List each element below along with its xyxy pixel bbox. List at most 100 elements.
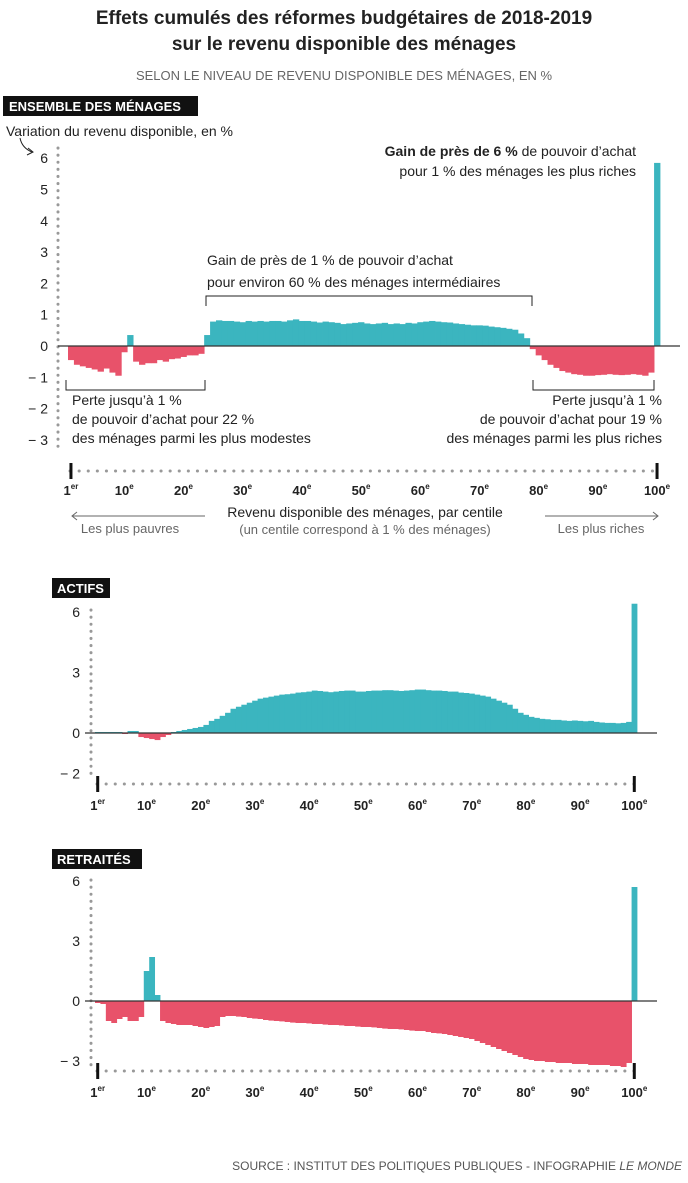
bar	[618, 346, 625, 376]
bar	[192, 727, 199, 733]
bar	[600, 346, 608, 375]
bar	[615, 1001, 622, 1066]
bar	[338, 690, 345, 733]
bar	[620, 722, 627, 733]
bar	[162, 346, 170, 362]
x-tick-number: 30	[245, 798, 259, 813]
bar	[565, 346, 572, 373]
bar	[474, 694, 481, 733]
bar	[149, 733, 156, 740]
x-tick-suffix: e	[477, 1084, 482, 1093]
bar	[252, 1001, 258, 1019]
bar	[355, 691, 361, 733]
bar	[360, 1001, 367, 1027]
bar	[382, 690, 389, 733]
x-tick-label: 1er	[90, 1084, 105, 1100]
bar	[346, 323, 353, 346]
bar	[284, 1001, 291, 1022]
source-italic: LE MONDE	[619, 1159, 683, 1173]
bar	[425, 690, 432, 733]
x-tick-suffix: er	[98, 797, 106, 806]
x-tick-label: 1er	[64, 482, 79, 498]
bar	[214, 718, 221, 733]
chart-subtitle: SELON LE NIVEAU DE REVENU DISPONIBLE DES…	[136, 68, 553, 83]
bar	[431, 690, 437, 733]
x-tick-number: 90	[571, 798, 585, 813]
y-tick-label: 6	[40, 150, 48, 166]
bar	[210, 321, 217, 346]
bar	[100, 1001, 107, 1004]
bar	[553, 346, 560, 368]
bar	[328, 1001, 334, 1025]
bar	[187, 728, 193, 733]
bar	[425, 1001, 432, 1032]
x-tick-number: 40	[292, 483, 306, 498]
bar	[230, 708, 237, 733]
bar	[275, 320, 282, 346]
bar	[311, 1001, 318, 1024]
bar	[284, 694, 291, 733]
bar	[544, 1001, 551, 1062]
bar	[360, 691, 367, 733]
x-tick-label: 1er	[90, 797, 105, 813]
bar	[626, 1001, 632, 1063]
bar	[364, 323, 371, 346]
bar	[103, 346, 110, 369]
bar	[168, 346, 175, 360]
bar	[73, 346, 81, 365]
y-tick-label: 5	[40, 182, 48, 198]
bar	[609, 1001, 616, 1066]
x-tick-number: 30	[245, 1085, 259, 1100]
bar	[322, 321, 329, 346]
bar	[216, 320, 223, 346]
bar	[127, 1001, 134, 1021]
bar	[582, 1001, 589, 1064]
bar	[529, 346, 537, 350]
bar	[328, 322, 335, 346]
bar	[474, 1001, 481, 1041]
y-tick-label: 3	[72, 933, 80, 949]
bar	[414, 1001, 421, 1031]
x-tick-suffix: e	[151, 1084, 156, 1093]
annotation-left-line-1: Perte jusqu’à 1 %	[72, 392, 182, 408]
bar	[287, 320, 294, 346]
chart-title-line-2: sur le revenu disponible des ménages	[172, 34, 516, 55]
bar	[192, 1001, 199, 1026]
x-axis-right-arrowhead	[652, 511, 659, 521]
bar	[144, 346, 152, 364]
bar	[606, 346, 614, 375]
bar	[311, 690, 318, 733]
bar	[468, 693, 475, 733]
bar	[470, 325, 477, 346]
x-tick-label: 50e	[354, 1084, 373, 1100]
x-tick-number: 60	[408, 1085, 422, 1100]
bar	[366, 690, 372, 733]
annotation-top-gain-line-1: Gain de près de 6 % de pouvoir d’achat	[385, 143, 636, 159]
x-tick-suffix: er	[98, 1084, 106, 1093]
annotation-left-bracket	[65, 380, 206, 391]
x-tick-number: 90	[588, 483, 602, 498]
bar	[358, 322, 365, 346]
bar	[458, 324, 466, 346]
y-tick-label: 3	[72, 664, 80, 680]
x-tick-label: 80e	[516, 1084, 535, 1100]
x-tick-label: 60e	[408, 797, 427, 813]
bar	[593, 721, 600, 733]
bar	[517, 1001, 524, 1057]
x-tick-number: 100	[621, 1085, 643, 1100]
x-tick-suffix: er	[71, 482, 79, 491]
bar	[369, 324, 377, 346]
bar	[235, 1001, 242, 1017]
x-tick-label: 60e	[411, 482, 430, 498]
x-tick-suffix: e	[643, 1084, 648, 1093]
bar	[447, 1001, 454, 1035]
y-tick-label: 6	[72, 604, 80, 620]
bar	[208, 1001, 215, 1027]
bar	[338, 1001, 345, 1026]
bar	[535, 346, 542, 356]
x-tick-label: 90e	[571, 797, 590, 813]
x-tick-label: 30e	[233, 482, 252, 498]
bar	[559, 346, 566, 372]
